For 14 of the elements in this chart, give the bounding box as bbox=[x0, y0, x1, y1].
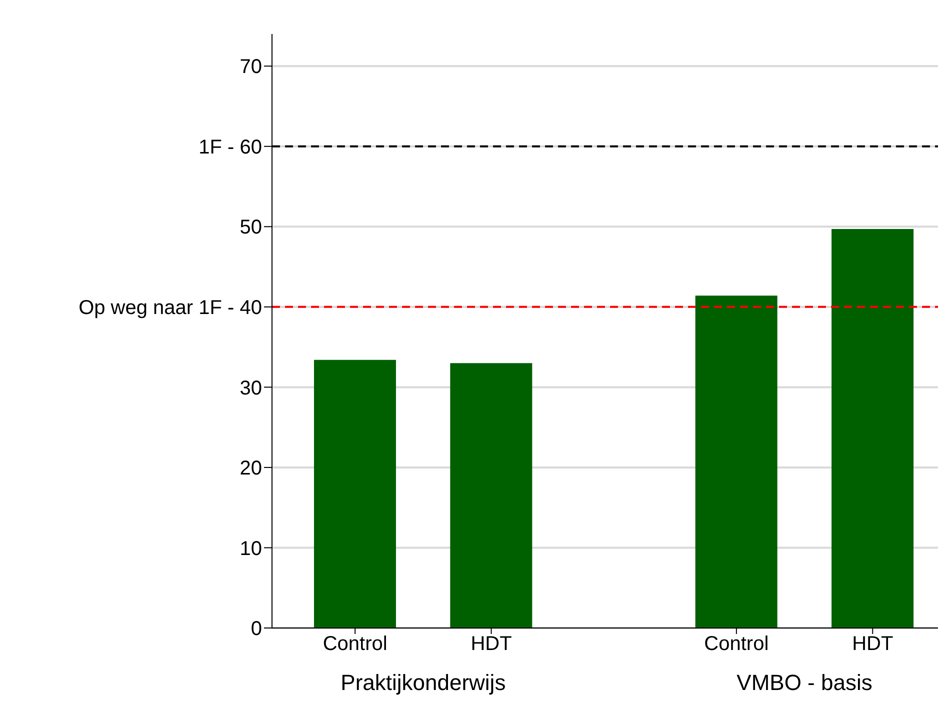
y-tick-label: 70 bbox=[240, 56, 262, 78]
x-tick-label: HDT bbox=[852, 633, 894, 656]
x-tick-label: HDT bbox=[470, 633, 512, 656]
y-tick-label: 0 bbox=[250, 618, 262, 640]
text: Praktijkonderwijs bbox=[340, 670, 507, 696]
y-tick-label: 50 bbox=[240, 216, 262, 239]
y-tick-label: Op weg naar 1F - 40 bbox=[78, 297, 262, 320]
x-tick-label: Control bbox=[322, 633, 388, 656]
y-tick-label: 20 bbox=[240, 458, 262, 480]
x-tick-label: Control bbox=[704, 633, 769, 656]
y-tick-label: 30 bbox=[240, 377, 262, 400]
text: VMBO - basis bbox=[736, 670, 874, 696]
y-tick-label: 1F - 60 bbox=[198, 136, 262, 158]
y-tick-label: 10 bbox=[240, 538, 262, 560]
